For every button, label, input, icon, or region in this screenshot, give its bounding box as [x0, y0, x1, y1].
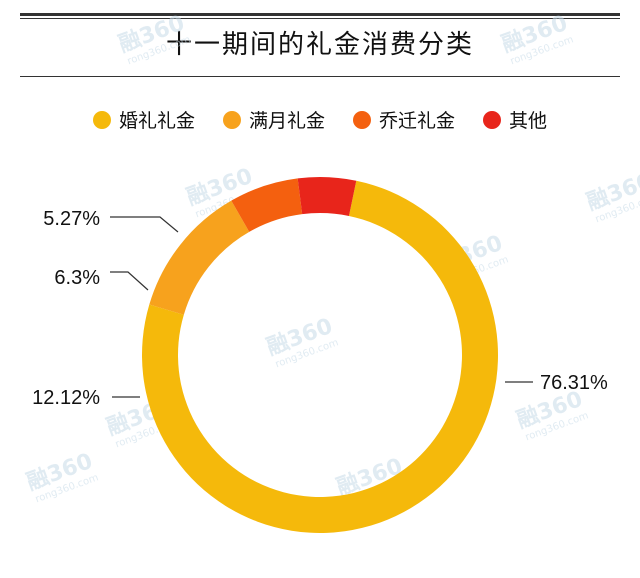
legend-label: 乔迁礼金 — [379, 110, 456, 132]
legend-swatch-icon — [483, 110, 502, 129]
slice-full-month — [149, 200, 250, 315]
slice-other — [297, 176, 357, 216]
leader-line — [110, 216, 179, 233]
leader-line — [110, 271, 149, 291]
slice-housewarming — [231, 178, 303, 232]
legend-item-full-month: 满月礼金 — [222, 106, 325, 133]
legend: 婚礼礼金 满月礼金 乔迁礼金 其他 — [0, 106, 640, 133]
top-rule-thin — [20, 18, 620, 19]
legend-item-other: 其他 — [483, 106, 547, 133]
legend-item-wedding: 婚礼礼金 — [92, 106, 195, 133]
legend-swatch-icon — [92, 110, 111, 129]
legend-label: 婚礼礼金 — [118, 110, 195, 132]
legend-label: 满月礼金 — [248, 110, 325, 132]
label-housewarming: 6.3% — [54, 267, 100, 289]
title-underline — [20, 76, 620, 77]
legend-item-housewarming: 乔迁礼金 — [353, 106, 455, 133]
top-rule-thick — [20, 13, 620, 16]
label-wedding: 76.31% — [540, 372, 608, 394]
label-other: 5.27% — [43, 208, 100, 230]
legend-label: 其他 — [509, 110, 548, 132]
chart-title: 十一期间的礼金消费分类 — [165, 30, 474, 60]
legend-swatch-icon — [222, 110, 241, 129]
legend-swatch-icon — [353, 110, 371, 129]
label-full-month: 12.12% — [32, 387, 100, 409]
